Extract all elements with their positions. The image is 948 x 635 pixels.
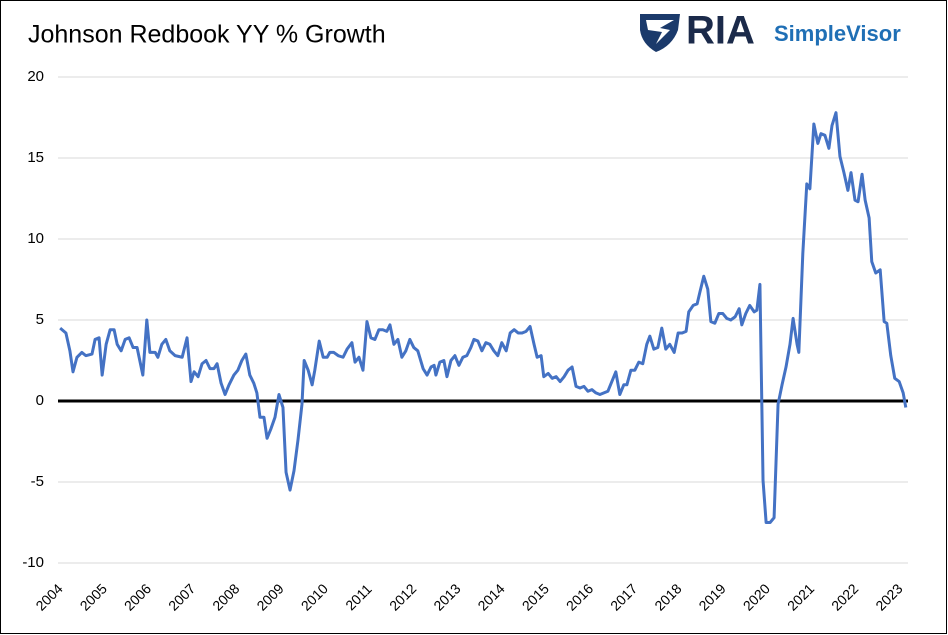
y-tick-label: -10	[22, 554, 44, 571]
y-tick-label: 15	[27, 149, 44, 166]
line	[59, 111, 908, 524]
logo: RIA SimpleVisor	[640, 9, 901, 53]
y-tick-label: 5	[36, 311, 44, 328]
chart-title: Johnson Redbook YY % Growth	[28, 21, 386, 49]
logo-secondary: SimpleVisor	[774, 21, 901, 46]
y-tick-label: 10	[27, 230, 44, 247]
y-tick-label: 20	[27, 68, 44, 85]
logo-primary: RIA	[686, 9, 755, 53]
logo-icon-detail	[646, 20, 674, 44]
y-tick-label: 0	[36, 392, 44, 409]
y-tick-label: -5	[31, 473, 44, 490]
